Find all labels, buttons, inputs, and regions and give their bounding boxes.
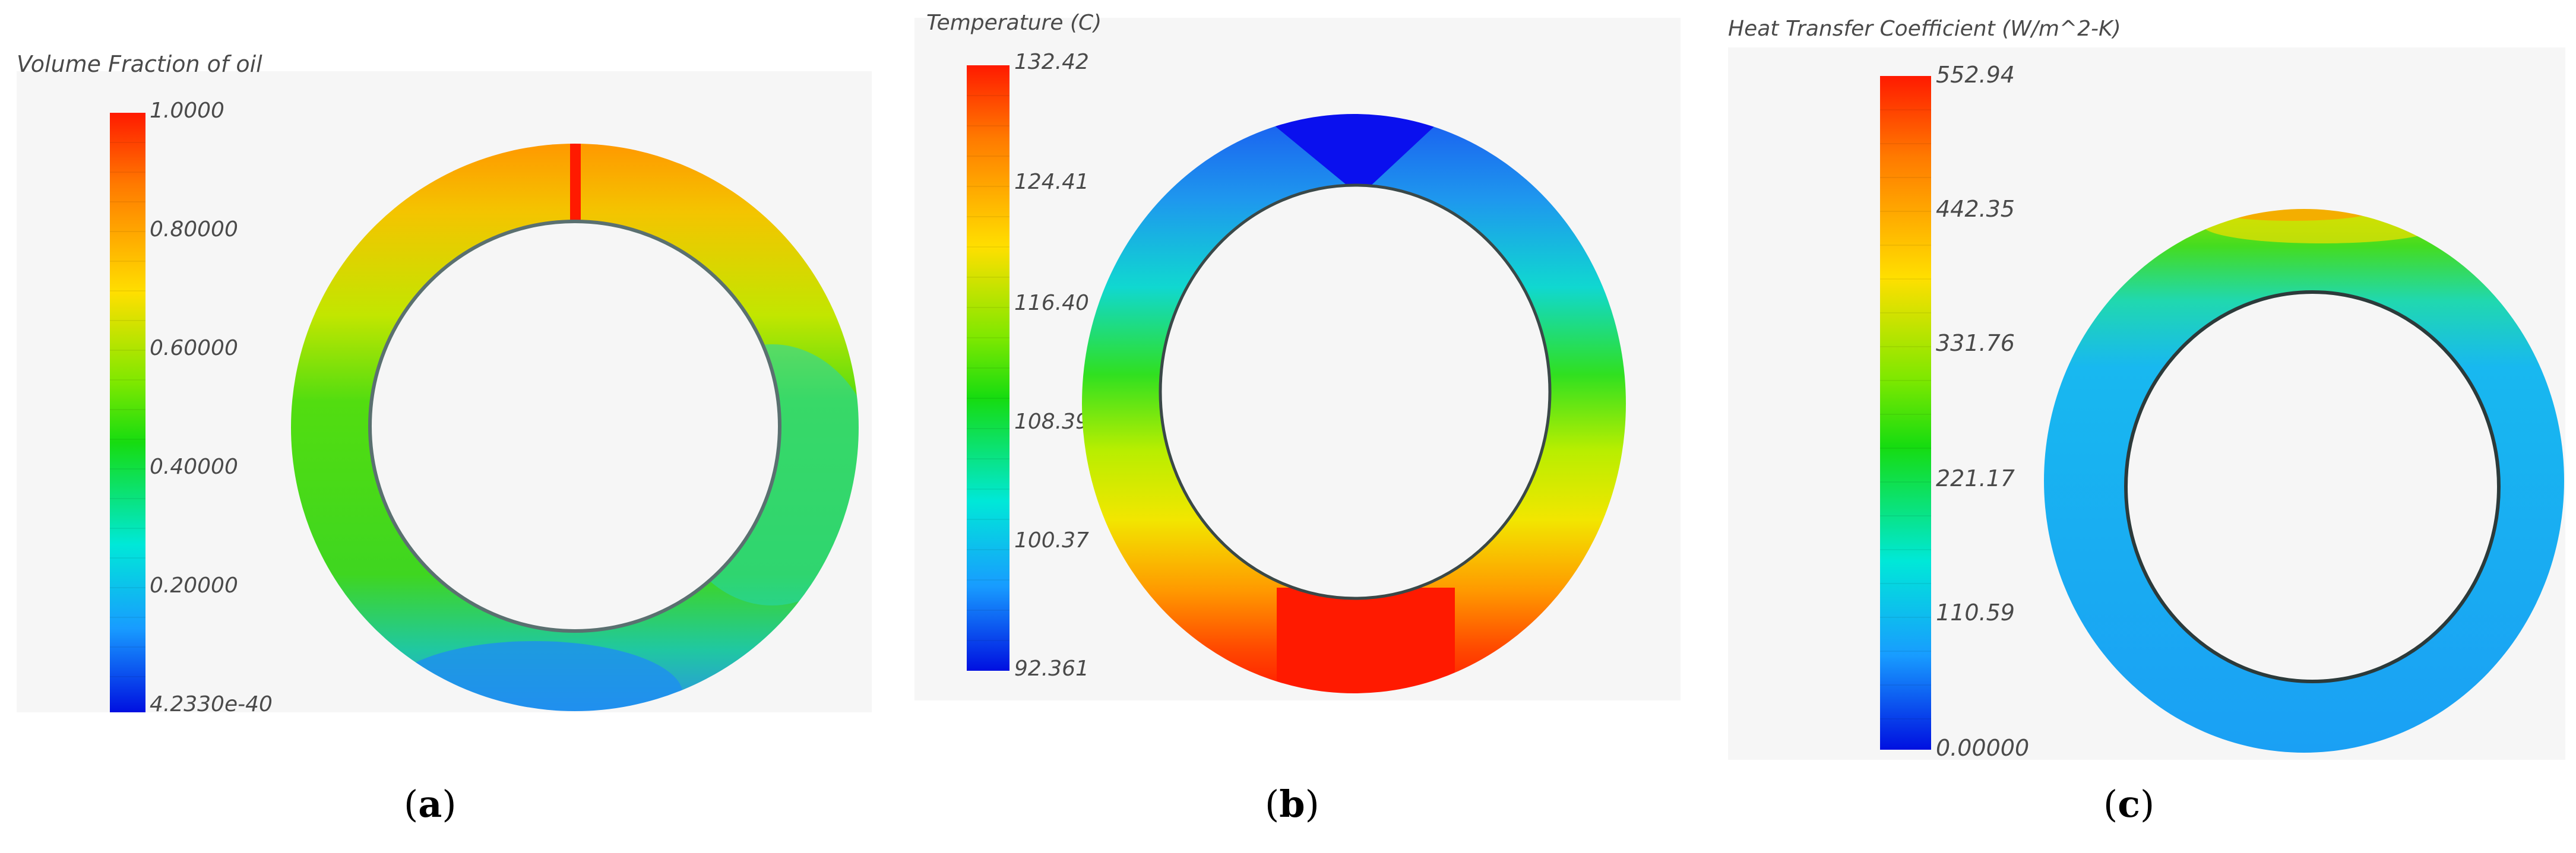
- colorbar: [967, 65, 1009, 671]
- colorbar-title: Temperature (C): [926, 11, 1102, 35]
- colorbar-title: Volume Fraction of oil: [17, 51, 262, 77]
- colorbar-tick: 116.40: [1014, 291, 1089, 315]
- ring-contour-b: [1081, 113, 1627, 695]
- colorbar-tick: 4.2330e-40: [150, 692, 273, 716]
- colorbar-tick: 0.00000: [1936, 735, 2030, 761]
- colorbar-tick: 0.20000: [150, 573, 238, 598]
- colorbar-tick: 110.59: [1936, 600, 2015, 626]
- ring-contour-c: [2043, 202, 2565, 754]
- colorbar-tick: 331.76: [1936, 330, 2015, 356]
- panel-b: Temperature (C) 132.42 124.41 116.40 108…: [914, 0, 1746, 853]
- colorbar-tick: 0.60000: [150, 336, 238, 360]
- colorbar-title: Heat Transfer Coefficient (W/m^2-K): [1728, 17, 2121, 41]
- colorbar-tick: 92.361: [1014, 657, 1089, 681]
- panel-caption: (c): [2103, 782, 2155, 826]
- colorbar-tick: 132.42: [1014, 50, 1089, 74]
- colorbar-tick: 108.39: [1014, 410, 1089, 434]
- colorbar-tick: 0.40000: [150, 455, 238, 479]
- panel-caption: (a): [404, 782, 457, 826]
- panel-c: Heat Transfer Coefficient (W/m^2-K) 552.…: [1722, 0, 2576, 853]
- colorbar: [110, 113, 145, 712]
- colorbar-tick: 0.80000: [150, 217, 238, 242]
- panel-caption: (b): [1265, 782, 1319, 826]
- ring-contour-a: [285, 142, 879, 718]
- colorbar: [1880, 76, 1931, 750]
- colorbar-tick: 552.94: [1936, 62, 2015, 88]
- colorbar-tick: 221.17: [1936, 465, 2015, 491]
- colorbar-tick: 100.37: [1014, 528, 1089, 553]
- colorbar-tick: 1.0000: [150, 99, 224, 123]
- colorbar-tick: 124.41: [1014, 170, 1089, 194]
- panel-a: Volume Fraction of oil 1.0000 0.80000 0.…: [0, 0, 914, 853]
- colorbar-tick: 442.35: [1936, 196, 2015, 222]
